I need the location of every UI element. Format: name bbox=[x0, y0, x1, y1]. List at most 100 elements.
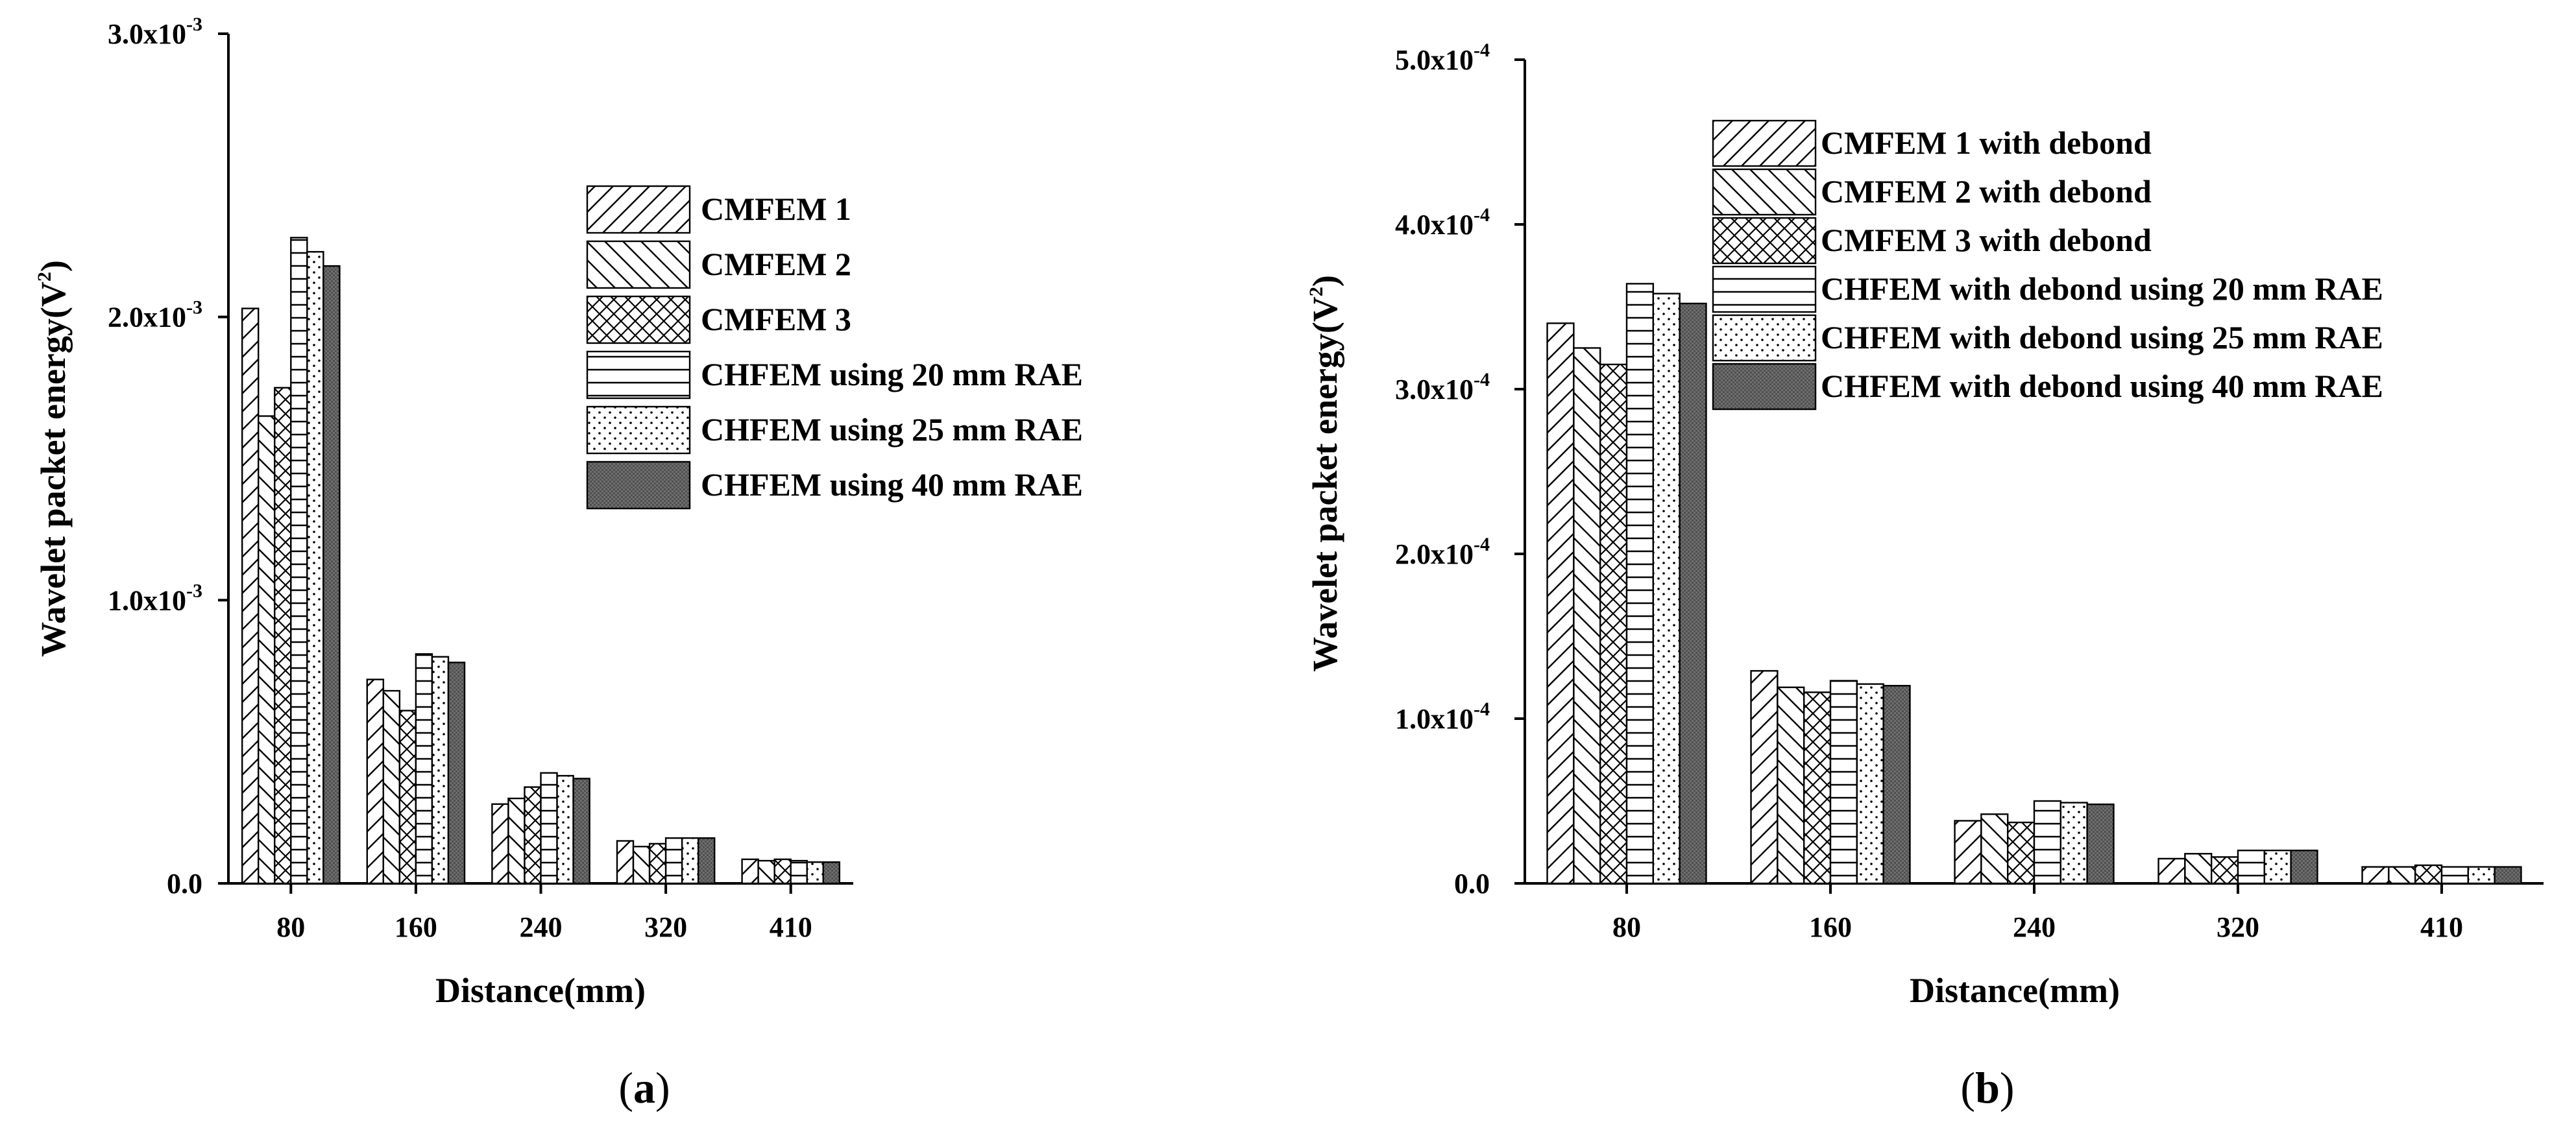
bar bbox=[431, 656, 450, 885]
bar bbox=[697, 837, 716, 885]
legend: CMFEM 1 CMFEM 2 CMFEM 3 CHFEM using 20 mm R… bbox=[586, 185, 1083, 510]
bar bbox=[2060, 802, 2088, 885]
x-tick-label: 410 bbox=[2420, 911, 2463, 943]
bar bbox=[382, 689, 401, 885]
x-tick-label: 80 bbox=[1612, 911, 1641, 943]
bar bbox=[322, 265, 341, 885]
y-tick-label-base: 1.0x10 bbox=[108, 584, 186, 616]
y-axis-title-end: ) bbox=[1306, 275, 1344, 287]
y-tick-label-base: 2.0x10 bbox=[1395, 538, 1474, 570]
panel-label-letter: b bbox=[1975, 1063, 2000, 1112]
bar bbox=[241, 307, 260, 885]
legend-label: CMFEM 1 bbox=[701, 191, 851, 227]
y-tick-label-exponent: -4 bbox=[1474, 369, 1490, 390]
legend-label: CMFEM 1 with debond bbox=[1821, 125, 2152, 161]
legend-swatch bbox=[586, 185, 691, 234]
bar bbox=[1750, 670, 1779, 885]
x-tick-label: 320 bbox=[644, 911, 687, 943]
bar bbox=[274, 387, 292, 885]
x-tick-label: 240 bbox=[520, 911, 563, 943]
bar bbox=[556, 774, 574, 885]
x-tick-label: 240 bbox=[2013, 911, 2056, 943]
y-tick-label: 0.0 bbox=[1454, 868, 1490, 900]
chart-panel-b: 0.01.0x10-42.0x10-43.0x10-44.0x10-45.0x1… bbox=[1306, 40, 2544, 1112]
bar bbox=[2361, 866, 2390, 885]
bar bbox=[1856, 683, 1884, 885]
panel-label-close: ) bbox=[2000, 1063, 2015, 1112]
legend-label: CMFEM 2 with debond bbox=[1821, 173, 2152, 209]
legend-label: CHFEM using 25 mm RAE bbox=[701, 411, 1083, 448]
y-tick-label: 3.0x10-4 bbox=[1395, 369, 1490, 405]
bar bbox=[632, 846, 651, 885]
bar bbox=[1803, 691, 1832, 885]
y-tick-label: 0.0 bbox=[167, 868, 202, 900]
panel-label: (a) bbox=[618, 1063, 670, 1112]
bar bbox=[290, 237, 308, 885]
y-tick-label: 1.0x10-4 bbox=[1395, 699, 1490, 735]
y-tick-label: 2.0x10-4 bbox=[1395, 534, 1490, 570]
bar bbox=[306, 251, 324, 885]
y-tick-label-exponent: -3 bbox=[186, 580, 202, 601]
legend-swatch bbox=[586, 460, 691, 510]
x-axis-title: Distance(mm) bbox=[435, 971, 646, 1010]
x-tick-label: 80 bbox=[276, 911, 305, 943]
bar bbox=[2388, 866, 2416, 885]
y-tick-label: 5.0x10-4 bbox=[1395, 40, 1490, 76]
legend-swatch bbox=[1712, 314, 1817, 362]
y-tick-label: 4.0x10-4 bbox=[1395, 204, 1490, 241]
y-tick-label-exponent: -4 bbox=[1474, 699, 1490, 720]
y-axis-title-sup: 2 bbox=[1306, 287, 1327, 296]
bar bbox=[1679, 302, 1707, 885]
legend-swatch bbox=[586, 295, 691, 344]
legend-label: CHFEM with debond using 40 mm RAE bbox=[1821, 368, 2383, 404]
bar bbox=[2414, 864, 2443, 885]
chart-panel-a: 0.01.0x10-32.0x10-33.0x10-380 160 240 320 41… bbox=[34, 14, 1083, 1112]
y-tick-label-exponent: -4 bbox=[1474, 40, 1490, 61]
legend-swatch bbox=[1712, 168, 1817, 216]
bar bbox=[790, 859, 808, 885]
x-axis-title: Distance(mm) bbox=[1910, 971, 2120, 1010]
panel-label: (b) bbox=[1960, 1063, 2014, 1112]
y-axis-title-text: Wavelet packet energy(V bbox=[34, 281, 73, 657]
legend-label: CMFEM 3 bbox=[701, 301, 851, 337]
bar bbox=[2006, 821, 2035, 885]
bar bbox=[2033, 800, 2062, 885]
y-tick-label-base: 2.0x10 bbox=[108, 302, 186, 333]
y-tick-label-exponent: -4 bbox=[1474, 534, 1490, 555]
legend-swatch bbox=[1712, 217, 1817, 265]
legend-swatch bbox=[1712, 265, 1817, 313]
y-tick-label-base: 3.0x10 bbox=[1395, 374, 1474, 405]
bar bbox=[741, 858, 759, 885]
y-tick-label-base: 3.0x10 bbox=[108, 18, 186, 50]
legend-label: CHFEM using 40 mm RAE bbox=[701, 466, 1083, 503]
y-axis-title: Wavelet packet energy(V2) bbox=[34, 260, 73, 657]
bar bbox=[648, 843, 667, 885]
bar bbox=[2237, 849, 2266, 885]
bar bbox=[258, 415, 276, 885]
panel-label-open: ( bbox=[1960, 1063, 1975, 1112]
legend-swatch bbox=[1712, 363, 1817, 411]
bar bbox=[491, 803, 509, 885]
bar bbox=[773, 858, 792, 885]
y-tick-label-base: 0.0 bbox=[167, 868, 202, 900]
legend-swatch bbox=[586, 240, 691, 289]
y-tick-label: 2.0x10-3 bbox=[108, 297, 202, 333]
legend: CMFEM 1 with debond CMFEM 2 with debond CM… bbox=[1712, 119, 2383, 411]
bar bbox=[398, 710, 417, 885]
bar bbox=[2494, 866, 2522, 885]
bar bbox=[806, 861, 824, 885]
bar bbox=[1980, 813, 2009, 885]
bar bbox=[1573, 347, 1601, 885]
legend-label: CHFEM using 20 mm RAE bbox=[701, 356, 1083, 392]
y-tick-label-base: 5.0x10 bbox=[1395, 44, 1474, 76]
bar bbox=[616, 840, 635, 885]
panel-label-open: ( bbox=[618, 1063, 633, 1112]
y-tick-label-base: 0.0 bbox=[1454, 868, 1490, 900]
y-tick-label-exponent: -4 bbox=[1474, 204, 1490, 226]
bar bbox=[524, 786, 542, 885]
bar bbox=[540, 772, 558, 885]
y-axis-title-end: ) bbox=[34, 260, 73, 272]
bar bbox=[2086, 803, 2115, 885]
bar bbox=[1777, 686, 1805, 885]
